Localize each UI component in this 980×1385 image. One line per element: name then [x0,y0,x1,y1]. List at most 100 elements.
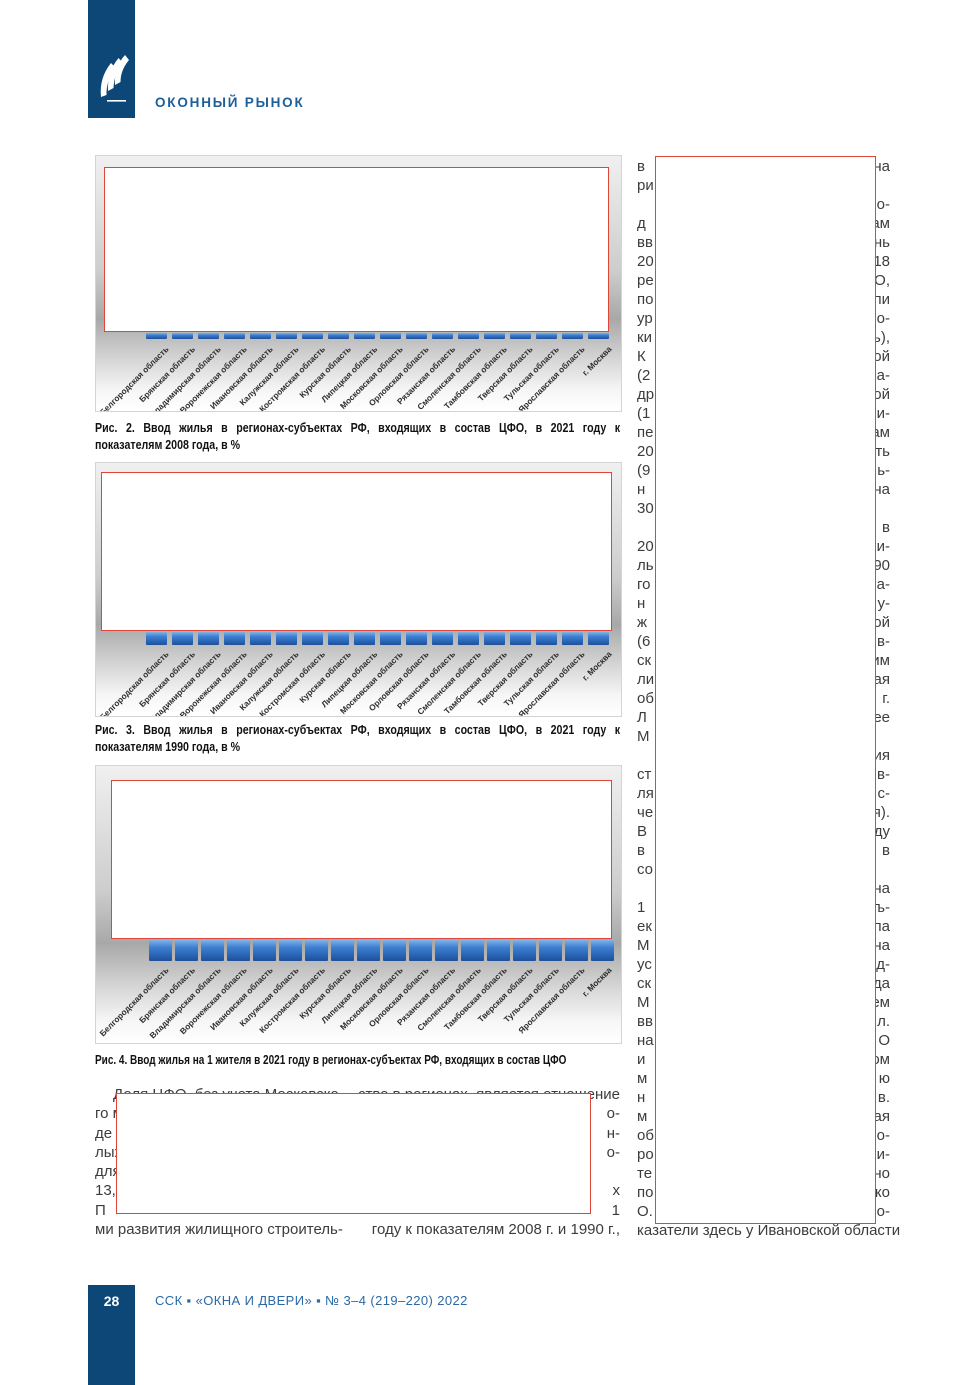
text-fragment: ъ- [875,899,890,916]
text-fragment: М [637,937,650,954]
text-fragment: ус [637,956,652,973]
bar-stub [461,940,484,961]
caption-text: показателям 1990 года, в % [95,740,241,754]
text-fragment: 1 [611,1201,620,1219]
logo-swoosh-icon [100,55,129,102]
bar-stub [305,940,328,961]
axis-label-band: Белгородская область Брянская область Влад… [96,344,621,411]
text-line: м ая [637,1107,890,1126]
text-fragment: 20 [637,538,654,555]
text-line: ля с- [637,784,890,803]
text-fragment: в [882,519,890,536]
bar-stub [146,632,167,645]
text-line: ли ая [637,670,890,689]
text-line: ре О, [637,271,890,290]
bar-stub [175,940,198,961]
text-fragment: об [637,690,654,707]
text-line: 30 [637,499,890,518]
bar-stub [409,940,432,961]
text-line: ми развития жилищного строитель- году к … [95,1220,620,1239]
text-line: те но [637,1164,890,1183]
text-fragment: с- [877,785,891,802]
text-fragment: ой [873,386,890,403]
text-fragment: М [637,994,650,1011]
text-line: по ко [637,1183,890,1202]
text-line: со [637,860,890,879]
text-line: об г. [637,689,890,708]
text-line: 20 ть [637,442,890,461]
bar-stub [276,632,297,645]
bar-stub [357,940,380,961]
text-line: вв л. [637,1012,890,1031]
bar-stub [591,940,614,961]
text-fragment: у- [877,595,891,612]
text-line: пе ам [637,423,890,442]
text-fragment: О. [637,1203,653,1220]
text-line: че я). [637,803,890,822]
text-fragment: для [95,1163,121,1181]
text-fragment: об [637,1127,654,1144]
text-fragment: ам [871,215,890,232]
publisher-logo [88,0,135,118]
bar-stub [432,632,453,645]
text-line: 1 ъ- [637,898,890,917]
text-fragment: пи [873,291,890,308]
bar-stub [172,333,193,339]
text-line: н на [637,480,890,499]
text-fragment: вв [637,1013,653,1030]
bar-stub [458,632,479,645]
text-fragment: и- [876,405,890,422]
text-fragment: а- [876,367,890,384]
text-fragment: х [612,1182,621,1200]
bar-stub [279,940,302,961]
text-line: на О [637,1031,890,1050]
figure-2-chart: Белгородская область Брянская область Влад… [95,155,622,412]
text-fragment: (6 [637,633,651,650]
text-line: (2 а- [637,366,890,385]
text-fragment: (9 [637,462,651,479]
text-fragment: на [637,1032,654,1049]
bar-stub [406,632,427,645]
text-line: О. о- [637,1202,890,1221]
bar-stub [536,632,557,645]
bar-stub [354,632,375,645]
bar-stub [250,333,271,339]
text-fragment: 18 [873,253,890,270]
redaction-box [655,156,876,1224]
text-fragment: м [637,1070,648,1087]
bar-stub [198,632,219,645]
text-fragment: ия [873,747,890,764]
text-fragment: и- [876,538,890,555]
text-fragment: 1 [637,899,646,916]
text-fragment: ль [637,557,654,574]
text-fragment: о- [606,1143,620,1161]
text-fragment: вв [637,234,653,251]
redaction-box [101,472,612,631]
text-line: ро и- [637,1145,890,1164]
text-line: (1 и- [637,404,890,423]
text-fragment: че [637,804,654,821]
text-fragment: 30 [637,500,654,517]
text-fragment: в- [877,633,890,650]
text-fragment: П [95,1201,106,1219]
text-fragment: г. [882,690,890,707]
text-line: ек па [637,917,890,936]
text-fragment: (2 [637,367,651,384]
redaction-box [104,167,609,332]
axis-label-band: Белгородская область Брянская область Влад… [96,649,621,716]
text-line: ки ь), [637,328,890,347]
caption-text: Рис. 2. Ввод жилья в регионах-субъектах … [95,421,621,435]
text-fragment: те [637,1165,653,1182]
text-line: н в. [637,1088,890,1107]
text-line: М [637,727,890,746]
text-fragment: но [873,1165,890,1182]
text-line: 20 и- [637,537,890,556]
text-line: ус д- [637,955,890,974]
text-fragment: М [637,728,650,745]
text-fragment: го [637,576,651,593]
text-fragment: д- [876,956,890,973]
bar-stub [588,333,609,339]
text-line: 20 18 [637,252,890,271]
